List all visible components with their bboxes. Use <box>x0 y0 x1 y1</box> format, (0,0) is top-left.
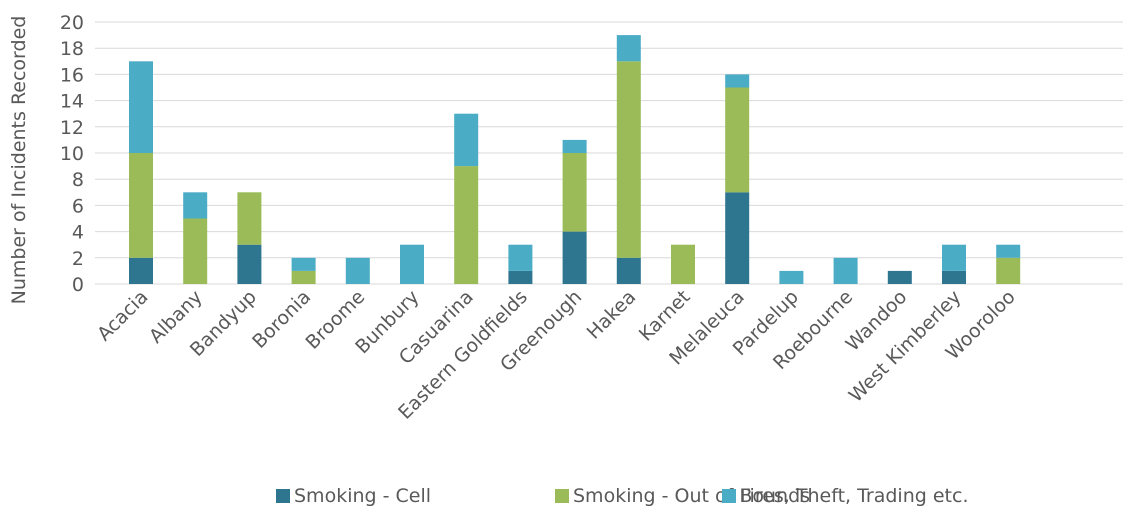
bar-segment <box>345 257 370 284</box>
y-tick-label: 6 <box>72 195 84 217</box>
y-tick-label: 18 <box>60 38 84 60</box>
bar-segment <box>942 244 966 271</box>
legend-label: Fires, Theft, Trading etc. <box>740 485 968 507</box>
bar-segment <box>616 61 641 258</box>
y-tick-label: 10 <box>60 143 84 165</box>
y-tick-label: 8 <box>72 169 84 191</box>
y-tick-label: 12 <box>60 117 84 139</box>
x-tick-label: Acacia <box>93 286 152 345</box>
y-axis-ticks: 0 2 4 6 8 10 12 14 16 18 20 <box>60 12 84 296</box>
bar-segment <box>291 257 316 271</box>
bar-segment <box>291 270 316 284</box>
bar-segment <box>183 192 208 219</box>
bar-segment <box>508 244 533 271</box>
legend-label: Smoking - Out of Bounds <box>573 485 810 507</box>
legend-swatch <box>276 489 290 503</box>
bar-segment <box>833 257 858 284</box>
bars <box>129 35 1021 284</box>
bar-segment <box>725 192 750 284</box>
bar-segment <box>725 74 750 88</box>
bar-segment <box>508 270 533 284</box>
legend-swatch <box>555 489 569 503</box>
y-tick-label: 2 <box>72 248 84 270</box>
bar-segment <box>887 270 912 284</box>
bar-segment <box>454 113 479 167</box>
x-tick-label: Hakea <box>583 286 641 344</box>
y-tick-label: 20 <box>60 12 84 34</box>
bar-segment <box>562 231 587 284</box>
bar-segment <box>454 166 479 284</box>
bar-segment <box>129 257 153 284</box>
bar-segment <box>562 153 587 232</box>
bar-segment <box>129 61 153 153</box>
bar-segment <box>671 244 695 284</box>
bar-segment <box>562 139 587 153</box>
bar-segment <box>616 35 641 62</box>
bar-segment <box>779 270 804 284</box>
legend-label: Smoking - Cell <box>294 485 431 507</box>
bar-segment <box>237 192 262 245</box>
bar-segment <box>183 218 208 284</box>
bar-segment <box>996 244 1021 258</box>
bar-segment <box>616 257 641 284</box>
legend: Smoking - Cell Smoking - Out of BoundsFir… <box>276 485 968 507</box>
bar-segment <box>996 257 1021 284</box>
y-tick-label: 16 <box>60 64 84 86</box>
bar-segment <box>400 244 424 284</box>
legend-swatch <box>722 489 736 503</box>
y-axis-label: Number of Incidents Recorded <box>8 16 30 305</box>
y-tick-label: 4 <box>72 222 84 244</box>
bar-segment <box>129 153 153 258</box>
bar-segment <box>942 270 966 284</box>
bar-segment <box>237 244 262 284</box>
x-axis-ticks: AcaciaAlbanyBandyupBoroniaBroomeBunburyC… <box>93 286 1020 424</box>
y-tick-label: 14 <box>60 91 84 113</box>
bar-segment <box>725 87 750 193</box>
y-tick-label: 0 <box>72 274 84 296</box>
grid-lines <box>95 21 1123 285</box>
